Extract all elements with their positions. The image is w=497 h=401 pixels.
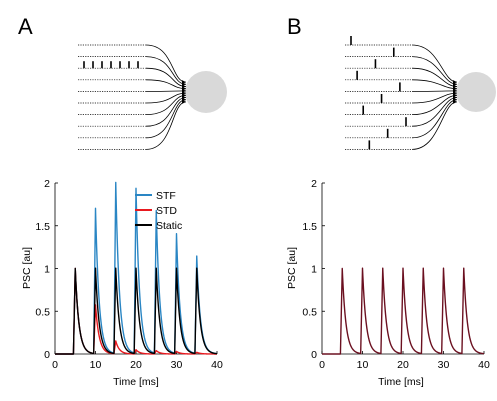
synapse-connection — [411, 101, 458, 150]
chart-b: Time [ms] PSC [au] 0 10 20 30 40 0 0.5 1 1.5 2 — [286, 178, 490, 388]
synapse-connection — [145, 90, 187, 92]
y-tick-label: 0.5 — [302, 306, 317, 318]
series-line — [321, 267, 485, 355]
chart-b-ylabel: PSC [au] — [286, 247, 298, 289]
synapse-connection — [145, 44, 187, 83]
x-tick-label: 40 — [211, 359, 223, 371]
schematic-a — [78, 44, 227, 150]
panel-a-letter: A — [18, 14, 33, 39]
chart-b-xlabel: Time [ms] — [378, 376, 424, 388]
legend-entry: STF — [156, 190, 176, 202]
synapse-connection — [411, 44, 458, 83]
synapse-arrowhead — [182, 99, 186, 104]
neuron-soma — [456, 72, 496, 112]
y-tick-label: 0.5 — [35, 306, 50, 318]
schematic-b — [345, 36, 496, 150]
x-tick-label: 20 — [130, 359, 142, 371]
synapse-connection — [411, 90, 458, 92]
panel-b-letter: B — [287, 14, 302, 39]
y-tick-label: 2 — [311, 178, 317, 190]
synapse-connection — [145, 67, 187, 87]
synapse-connection — [411, 92, 458, 104]
x-tick-label: 40 — [478, 359, 490, 371]
synapse-connection — [411, 97, 458, 127]
x-tick-label: 0 — [319, 359, 325, 371]
synapse-connection — [145, 101, 187, 150]
synapse-connection — [411, 67, 458, 87]
x-tick-label: 30 — [171, 359, 183, 371]
y-tick-label: 0 — [44, 349, 50, 361]
synapse-connection — [411, 94, 458, 115]
synapse-arrowhead — [453, 99, 457, 104]
legend-entry: STD — [156, 205, 177, 217]
synapse-connection — [145, 92, 187, 104]
series-line — [54, 267, 218, 355]
y-tick-label: 2 — [44, 178, 50, 190]
legend-entry: Static — [156, 220, 182, 232]
x-tick-label: 30 — [438, 359, 450, 371]
synapse-connection — [411, 99, 458, 139]
x-tick-label: 10 — [90, 359, 102, 371]
chart-a-ylabel: PSC [au] — [21, 247, 33, 289]
x-tick-label: 10 — [357, 359, 369, 371]
y-tick-label: 1.5 — [302, 221, 317, 233]
y-tick-label: 0 — [311, 349, 317, 361]
synapse-connection — [145, 79, 187, 90]
chart-a: Time [ms] PSC [au] 0 10 20 30 40 0 0.5 1 1.5 2 STF… — [21, 178, 223, 388]
x-tick-label: 0 — [52, 359, 58, 371]
y-tick-label: 1 — [44, 264, 50, 276]
synapse-connection — [145, 99, 187, 139]
chart-a-xlabel: Time [ms] — [113, 376, 159, 388]
neuron-soma — [185, 71, 227, 113]
synapse-connection — [411, 79, 458, 90]
y-tick-label: 1.5 — [35, 221, 50, 233]
y-tick-label: 1 — [311, 264, 317, 276]
x-tick-label: 20 — [397, 359, 409, 371]
